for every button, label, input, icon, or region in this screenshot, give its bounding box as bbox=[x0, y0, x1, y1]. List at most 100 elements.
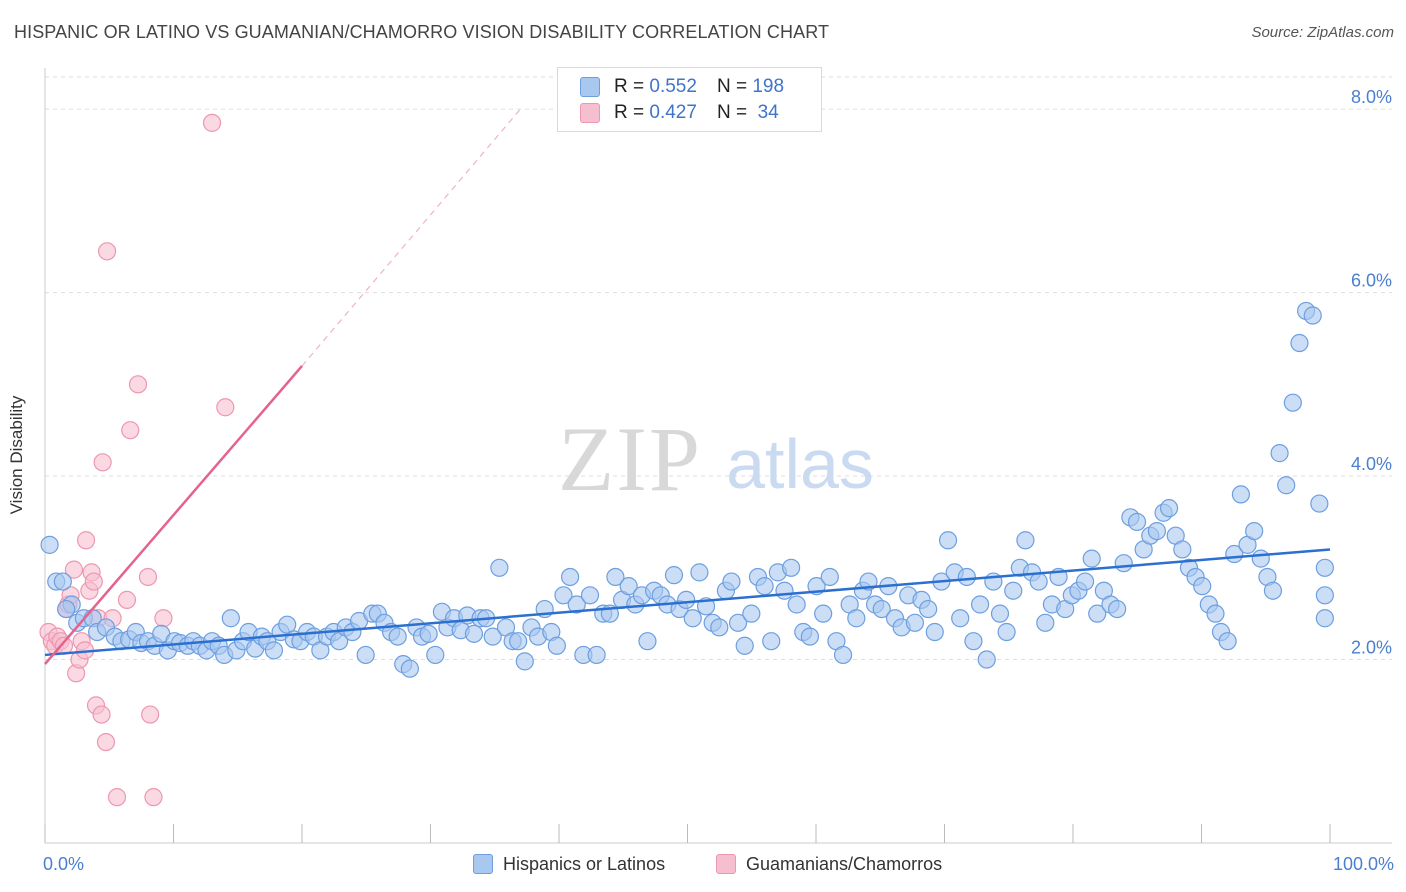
hispanic-point bbox=[1315, 586, 1334, 605]
legend-row-guamanian: R = 0.427 N = 34 bbox=[580, 100, 779, 126]
legend-n-label: N = bbox=[716, 102, 748, 123]
hispanic-point bbox=[919, 599, 938, 619]
hispanic-point bbox=[264, 641, 284, 660]
series-legend: Hispanics or Latinos Guamanians/Chamorro… bbox=[0, 851, 1406, 877]
hispanic-point bbox=[426, 645, 445, 665]
hispanic-point bbox=[710, 618, 729, 637]
hispanic-point bbox=[957, 567, 976, 587]
x-tick-label: 0.0% bbox=[43, 854, 84, 874]
hispanic-point bbox=[664, 566, 684, 585]
y-tick-label: 8.0% bbox=[1351, 87, 1392, 107]
trend-lines bbox=[44, 108, 1331, 665]
guamanian-point bbox=[144, 788, 163, 807]
hispanic-point bbox=[905, 613, 924, 632]
hispanic-point bbox=[690, 563, 709, 582]
hispanic-trend-line bbox=[44, 548, 1331, 657]
hispanic-point bbox=[40, 535, 59, 554]
hispanic-point bbox=[762, 632, 781, 651]
guamanian-point bbox=[64, 560, 84, 579]
guamanian-point bbox=[84, 572, 103, 591]
hispanic-point bbox=[1004, 581, 1023, 600]
legend-r-label: R = bbox=[614, 102, 645, 123]
hispanic-point bbox=[1303, 306, 1322, 325]
hispanic-point bbox=[990, 604, 1010, 623]
hispanic-point bbox=[567, 595, 586, 614]
legend-swatch-pink bbox=[580, 103, 600, 123]
hispanic-point bbox=[964, 632, 983, 651]
hispanic-point bbox=[356, 645, 375, 665]
legend-item-hispanic[interactable]: Hispanics or Latinos bbox=[473, 851, 665, 877]
hispanic-point bbox=[483, 627, 502, 646]
hispanic-point bbox=[735, 636, 754, 655]
axes bbox=[44, 68, 1392, 844]
hispanic-point bbox=[1218, 632, 1237, 651]
guamanian-point bbox=[128, 375, 148, 394]
legend-n-label: N = bbox=[716, 76, 748, 97]
legend-n-value: 198 bbox=[752, 76, 785, 97]
guamanian-point bbox=[107, 788, 127, 807]
y-tick-label: 6.0% bbox=[1351, 271, 1392, 291]
hispanic-point bbox=[1075, 572, 1095, 591]
hispanic-point bbox=[1251, 549, 1270, 568]
hispanic-point bbox=[1114, 554, 1133, 573]
guamanian-point bbox=[154, 609, 173, 628]
hispanic-point bbox=[872, 599, 891, 619]
hispanic-point bbox=[1108, 599, 1127, 619]
hispanic-point bbox=[1173, 540, 1192, 559]
guamanian-point bbox=[117, 590, 137, 609]
hispanic-point bbox=[638, 632, 657, 651]
hispanic-point bbox=[53, 572, 72, 591]
hispanic-point bbox=[580, 586, 600, 605]
hispanic-point bbox=[1206, 604, 1225, 623]
watermark-atlas: atlas bbox=[726, 425, 874, 503]
hispanic-point bbox=[221, 609, 240, 628]
hispanic-point bbox=[728, 613, 748, 632]
hispanic-point bbox=[619, 577, 638, 596]
hispanic-point bbox=[1082, 549, 1101, 568]
hispanic-point bbox=[938, 531, 958, 550]
guamanian-point bbox=[138, 567, 158, 587]
hispanic-point bbox=[755, 577, 774, 596]
hispanic-point bbox=[847, 609, 866, 628]
y-tick-label: 4.0% bbox=[1351, 454, 1392, 474]
hispanic-point bbox=[1231, 485, 1250, 504]
hispanic-point bbox=[800, 627, 820, 646]
legend-label-guamanian: Guamanians/Chamorros bbox=[746, 853, 943, 874]
y-axis-label: Vision Disability bbox=[7, 395, 26, 515]
hispanic-point bbox=[1245, 521, 1264, 541]
hispanic-point bbox=[554, 586, 573, 605]
hispanic-point bbox=[677, 590, 696, 609]
hispanic-point bbox=[606, 567, 625, 587]
legend-swatch-pink bbox=[716, 854, 736, 874]
correlation-legend: R = 0.552 N = 198 R = 0.427 N = 34 bbox=[557, 67, 822, 132]
hispanic-point bbox=[1263, 581, 1283, 600]
hispanic-point bbox=[1277, 476, 1296, 495]
hispanic-point bbox=[1036, 613, 1055, 632]
hispanic-point bbox=[997, 622, 1016, 642]
guamanian-point bbox=[76, 531, 96, 550]
hispanic-point bbox=[515, 652, 534, 671]
hispanic-point bbox=[1315, 609, 1334, 628]
hispanic-point bbox=[820, 567, 839, 587]
hispanic-point bbox=[1283, 393, 1302, 412]
hispanic-point bbox=[400, 659, 419, 678]
legend-item-guamanian[interactable]: Guamanians/Chamorros bbox=[716, 851, 942, 877]
guamanian-points bbox=[39, 113, 235, 807]
hispanic-point bbox=[587, 645, 606, 665]
hispanic-point bbox=[977, 650, 996, 669]
hispanic-point bbox=[814, 604, 833, 623]
hispanic-point bbox=[1315, 558, 1334, 577]
legend-n-value: 34 bbox=[752, 102, 779, 123]
legend-r-label: R = bbox=[614, 76, 645, 97]
legend-r-value: 0.552 bbox=[649, 76, 697, 97]
hispanic-point bbox=[1290, 333, 1309, 353]
hispanic-point bbox=[722, 572, 741, 591]
hispanic-point bbox=[419, 624, 438, 643]
hispanic-point bbox=[1193, 577, 1212, 596]
guamanian-point bbox=[141, 705, 160, 724]
legend-swatch-blue bbox=[580, 77, 600, 97]
guamanian-point bbox=[216, 398, 235, 417]
x-tick-label: 100.0% bbox=[1333, 854, 1394, 874]
hispanic-point bbox=[490, 558, 509, 577]
